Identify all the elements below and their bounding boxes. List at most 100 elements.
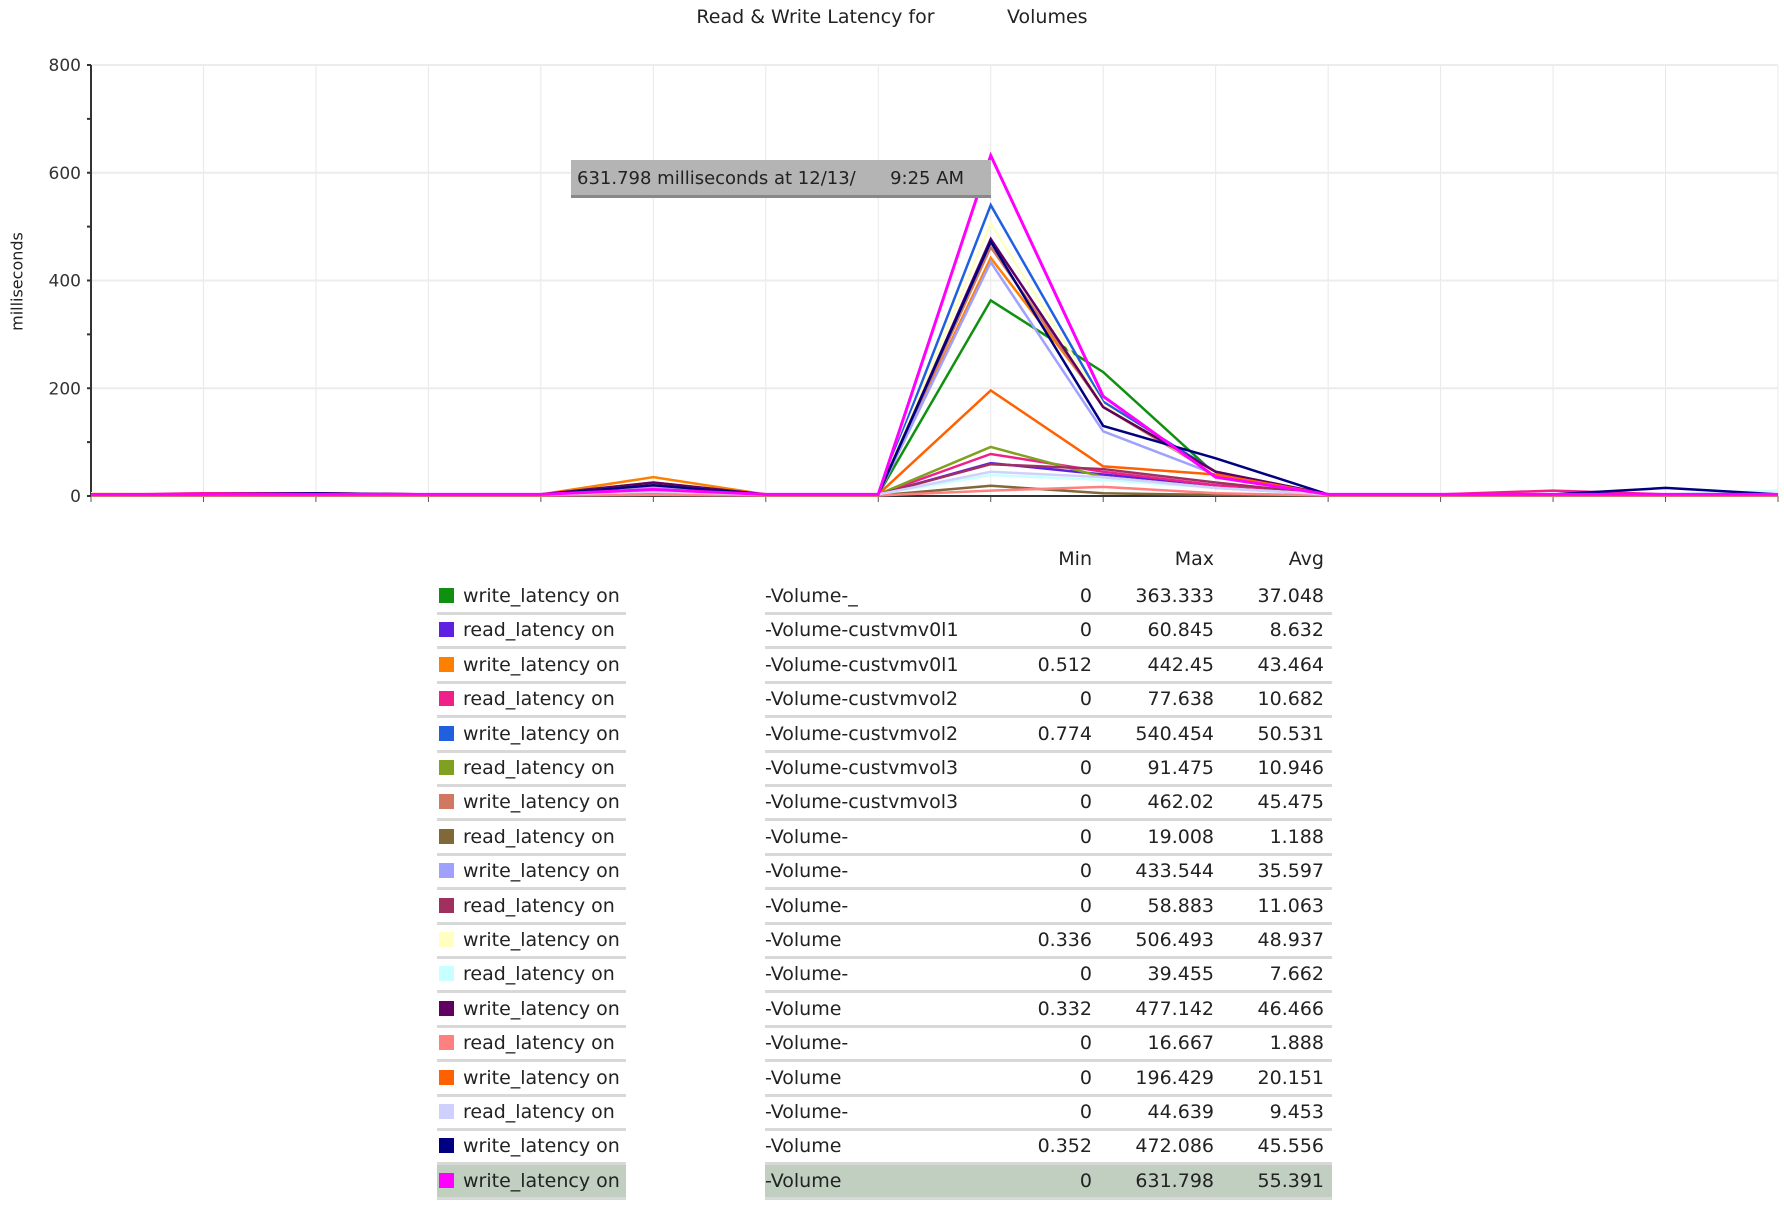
table-row[interactable]: -Volume- 0 58.883 11.063 [765,890,1332,925]
avg-value: 7.662 [1269,963,1324,986]
max-value: 39.455 [1147,963,1214,986]
volume-name: -Volume [765,929,842,951]
series-label: write_latency on [463,997,620,1020]
min-value: 0 [1079,825,1092,848]
volume-name: -Volume- [765,860,849,883]
table-row[interactable]: -Volume- 0 19.008 1.188 [765,821,1332,856]
table-row[interactable]: -Volume 0.352 472.086 45.556 [765,1130,1332,1166]
max-value: 91.475 [1147,757,1214,779]
series-swatch-icon [439,1035,454,1051]
volume-name: -Volume- [765,894,849,917]
table-row[interactable]: -Volume 0 631.798 55.391 [765,1164,1332,1200]
min-value: 0 [1079,688,1092,711]
table-row[interactable]: -Volume- 0 16.667 1.888 [765,1027,1332,1063]
max-value: 77.638 [1147,688,1214,711]
series-swatch-icon [439,932,454,947]
volume-name: -Volume- [765,825,849,848]
legend-item[interactable]: write_latency on [437,1062,626,1097]
max-value: 58.883 [1147,894,1214,917]
max-value: 442.45 [1147,653,1214,676]
data-tooltip: 631.798 milliseconds at 12/13/ 9:25 AM [571,160,991,198]
table-row[interactable]: -Volume-_ 0 363.333 37.048 [765,580,1332,615]
legend-item[interactable]: write_latency on [437,649,626,684]
chart-title: Read & Write Latency for Volumes [696,6,1088,28]
table-row[interactable]: -Volume-custvmvol3 0 91.475 10.946 [765,752,1332,787]
legend-item[interactable]: read_latency on [437,1027,626,1063]
table-row[interactable]: -Volume- 0 433.544 35.597 [765,855,1332,891]
volume-name: -Volume [765,1169,842,1192]
series-label: read_latency on [463,688,615,711]
series-label: read_latency on [463,757,615,779]
table-row[interactable]: -Volume-custvmvol3 0 462.02 45.475 [765,786,1332,822]
table-row[interactable]: -Volume-custvmvol2 0.774 540.454 50.531 [765,718,1332,753]
series-label: write_latency on [463,1169,620,1192]
series-label: write_latency on [463,1066,620,1089]
series-swatch-icon [439,863,454,879]
series-swatch-icon [439,656,454,672]
table-row[interactable]: -Volume-custvmvol2 0 77.638 10.682 [765,683,1332,719]
series-label: read_latency on [463,825,615,848]
series-label: read_latency on [463,894,615,917]
table-row[interactable]: -Volume 0 196.429 20.151 [765,1062,1332,1097]
avg-value: 1.888 [1269,1032,1324,1055]
legend-item[interactable]: write_latency on [437,580,626,615]
series-line-8 [91,259,1778,496]
series-label: write_latency on [463,929,620,951]
max-value: 19.008 [1147,825,1214,848]
legend-item[interactable]: read_latency on [437,614,626,650]
legend-item[interactable]: write_latency on [437,924,626,959]
series-label: read_latency on [463,619,615,642]
series-swatch-icon [439,725,454,741]
avg-value: 43.464 [1257,653,1324,676]
avg-value: 45.556 [1257,1135,1324,1158]
min-value: 0 [1079,757,1092,779]
volume-name: -Volume [765,1066,842,1089]
legend-item[interactable]: write_latency on [437,993,626,1028]
table-row[interactable]: -Volume-custvmv0l1 0 60.845 8.632 [765,614,1332,650]
legend-item[interactable]: write_latency on [437,786,626,822]
legend-item[interactable]: write_latency on [437,1164,626,1200]
series-label: write_latency on [463,722,620,745]
min-value: 0.352 [1037,1135,1092,1158]
volume-name: -Volume-custvmvol2 [765,688,959,711]
max-value: 462.02 [1147,791,1214,814]
legend-item[interactable]: read_latency on [437,890,626,925]
min-value: 0.774 [1037,722,1092,745]
series-label: read_latency on [463,963,615,986]
table-row[interactable]: -Volume 0.336 506.493 48.937 [765,924,1332,959]
series-line-3 [90,452,1778,496]
legend-item[interactable]: write_latency on [437,1130,626,1166]
series-swatch-icon [439,794,454,810]
legend-item[interactable]: read_latency on [437,752,626,787]
max-value: 631.798 [1135,1169,1214,1192]
avg-value: 35.597 [1257,860,1324,883]
avg-value: 48.937 [1257,929,1324,951]
volume-name: -Volume- [765,1032,849,1055]
legend-item[interactable]: write_latency on [437,718,626,753]
min-value: 0.336 [1037,929,1092,951]
max-value: 16.667 [1147,1032,1214,1055]
min-value: 0 [1079,1066,1092,1089]
table-row[interactable]: -Volume-custvmv0l1 0.512 442.45 43.464 [765,649,1332,684]
series-swatch-icon [439,1172,454,1188]
line-chart: 0 200 400 600 800 [49,56,1779,507]
avg-value: 1.188 [1269,825,1324,848]
avg-value: 8.632 [1269,619,1324,642]
y-tick-label: 800 [49,56,81,76]
avg-value: 50.531 [1257,722,1324,745]
legend-item[interactable]: read_latency on [437,958,626,994]
legend-item[interactable]: read_latency on [437,683,626,719]
avg-value: 45.475 [1257,791,1324,814]
table-row[interactable]: -Volume 0.332 477.142 46.466 [765,993,1332,1028]
legend-item[interactable]: read_latency on [437,1096,626,1131]
max-value: 363.333 [1135,585,1214,607]
table-row[interactable]: -Volume- 0 44.639 9.453 [765,1096,1332,1131]
legend-item[interactable]: write_latency on [437,855,626,891]
min-value: 0 [1079,963,1092,986]
col-header-avg: Avg [1288,548,1324,570]
series-line-10 [90,220,1778,496]
volume-name: -Volume [765,1135,842,1158]
legend-item[interactable]: read_latency on [437,821,626,856]
table-row[interactable]: -Volume- 0 39.455 7.662 [765,958,1332,994]
series-swatch-icon [439,1069,454,1085]
